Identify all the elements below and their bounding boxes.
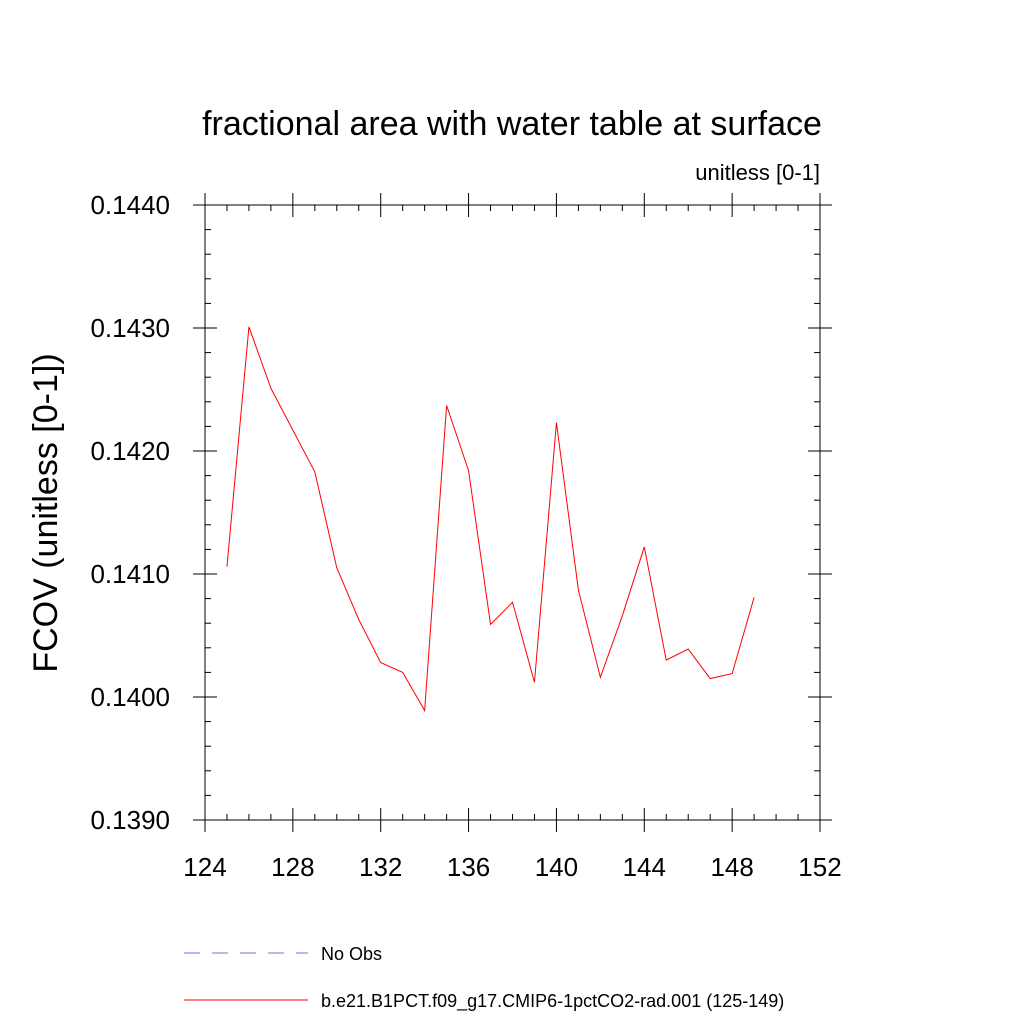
data-point: [577, 588, 580, 591]
series-line: [226, 326, 755, 713]
data-point: [357, 618, 360, 621]
data-point: [335, 566, 338, 569]
legend-label: b.e21.B1PCT.f09_g17.CMIP6-1pctCO2-rad.00…: [321, 991, 784, 1012]
data-point: [643, 545, 646, 548]
data-point: [247, 325, 250, 328]
y-tick-label: 0.1430: [90, 313, 170, 343]
data-point: [665, 659, 668, 662]
y-tick-labels: 0.1390 0.1400 0.1410 0.1420 0.1430 0.1440: [90, 190, 170, 835]
y-tick-label: 0.1420: [90, 436, 170, 466]
x-tick-labels: 124 128 132 136 140 144 148 152: [183, 852, 841, 882]
data-point: [621, 614, 624, 617]
data-point: [687, 648, 690, 651]
y-tick-label: 0.1400: [90, 682, 170, 712]
data-point: [291, 429, 294, 432]
x-tick-label: 152: [798, 852, 841, 882]
data-point: [225, 565, 228, 568]
x-tick-label: 128: [271, 852, 314, 882]
data-point: [269, 387, 272, 390]
x-tick-label: 140: [535, 852, 578, 882]
plot-frame: [204, 204, 821, 821]
data-point: [423, 709, 426, 712]
data-point: [753, 596, 756, 599]
data-point: [313, 470, 316, 473]
data-point: [401, 671, 404, 674]
series-layer: [225, 325, 756, 713]
x-tick-label: 136: [447, 852, 490, 882]
x-tick-label: 144: [623, 852, 666, 882]
data-point: [709, 677, 712, 680]
data-point: [731, 672, 734, 675]
data-point: [555, 421, 558, 424]
legend-label: No Obs: [321, 944, 382, 964]
y-tick-label: 0.1390: [90, 805, 170, 835]
axis-ticks: [193, 193, 832, 832]
data-point: [445, 404, 448, 407]
data-point: [379, 661, 382, 664]
x-tick-label: 132: [359, 852, 402, 882]
x-tick-label: 124: [183, 852, 226, 882]
data-point: [533, 681, 536, 684]
data-point: [511, 601, 514, 604]
x-tick-label: 148: [710, 852, 753, 882]
y-tick-label: 0.1410: [90, 559, 170, 589]
chart-subtitle: unitless [0-1]: [695, 160, 820, 185]
chart-title: fractional area with water table at surf…: [202, 105, 822, 143]
data-point: [489, 623, 492, 626]
legend: No Obs b.e21.B1PCT.f09_g17.CMIP6-1pctCO2-…: [184, 944, 784, 1012]
data-point: [467, 469, 470, 472]
y-axis-label: FCOV (unitless [0-1]): [27, 353, 65, 672]
data-point: [599, 676, 602, 679]
y-tick-label: 0.1440: [90, 190, 170, 220]
